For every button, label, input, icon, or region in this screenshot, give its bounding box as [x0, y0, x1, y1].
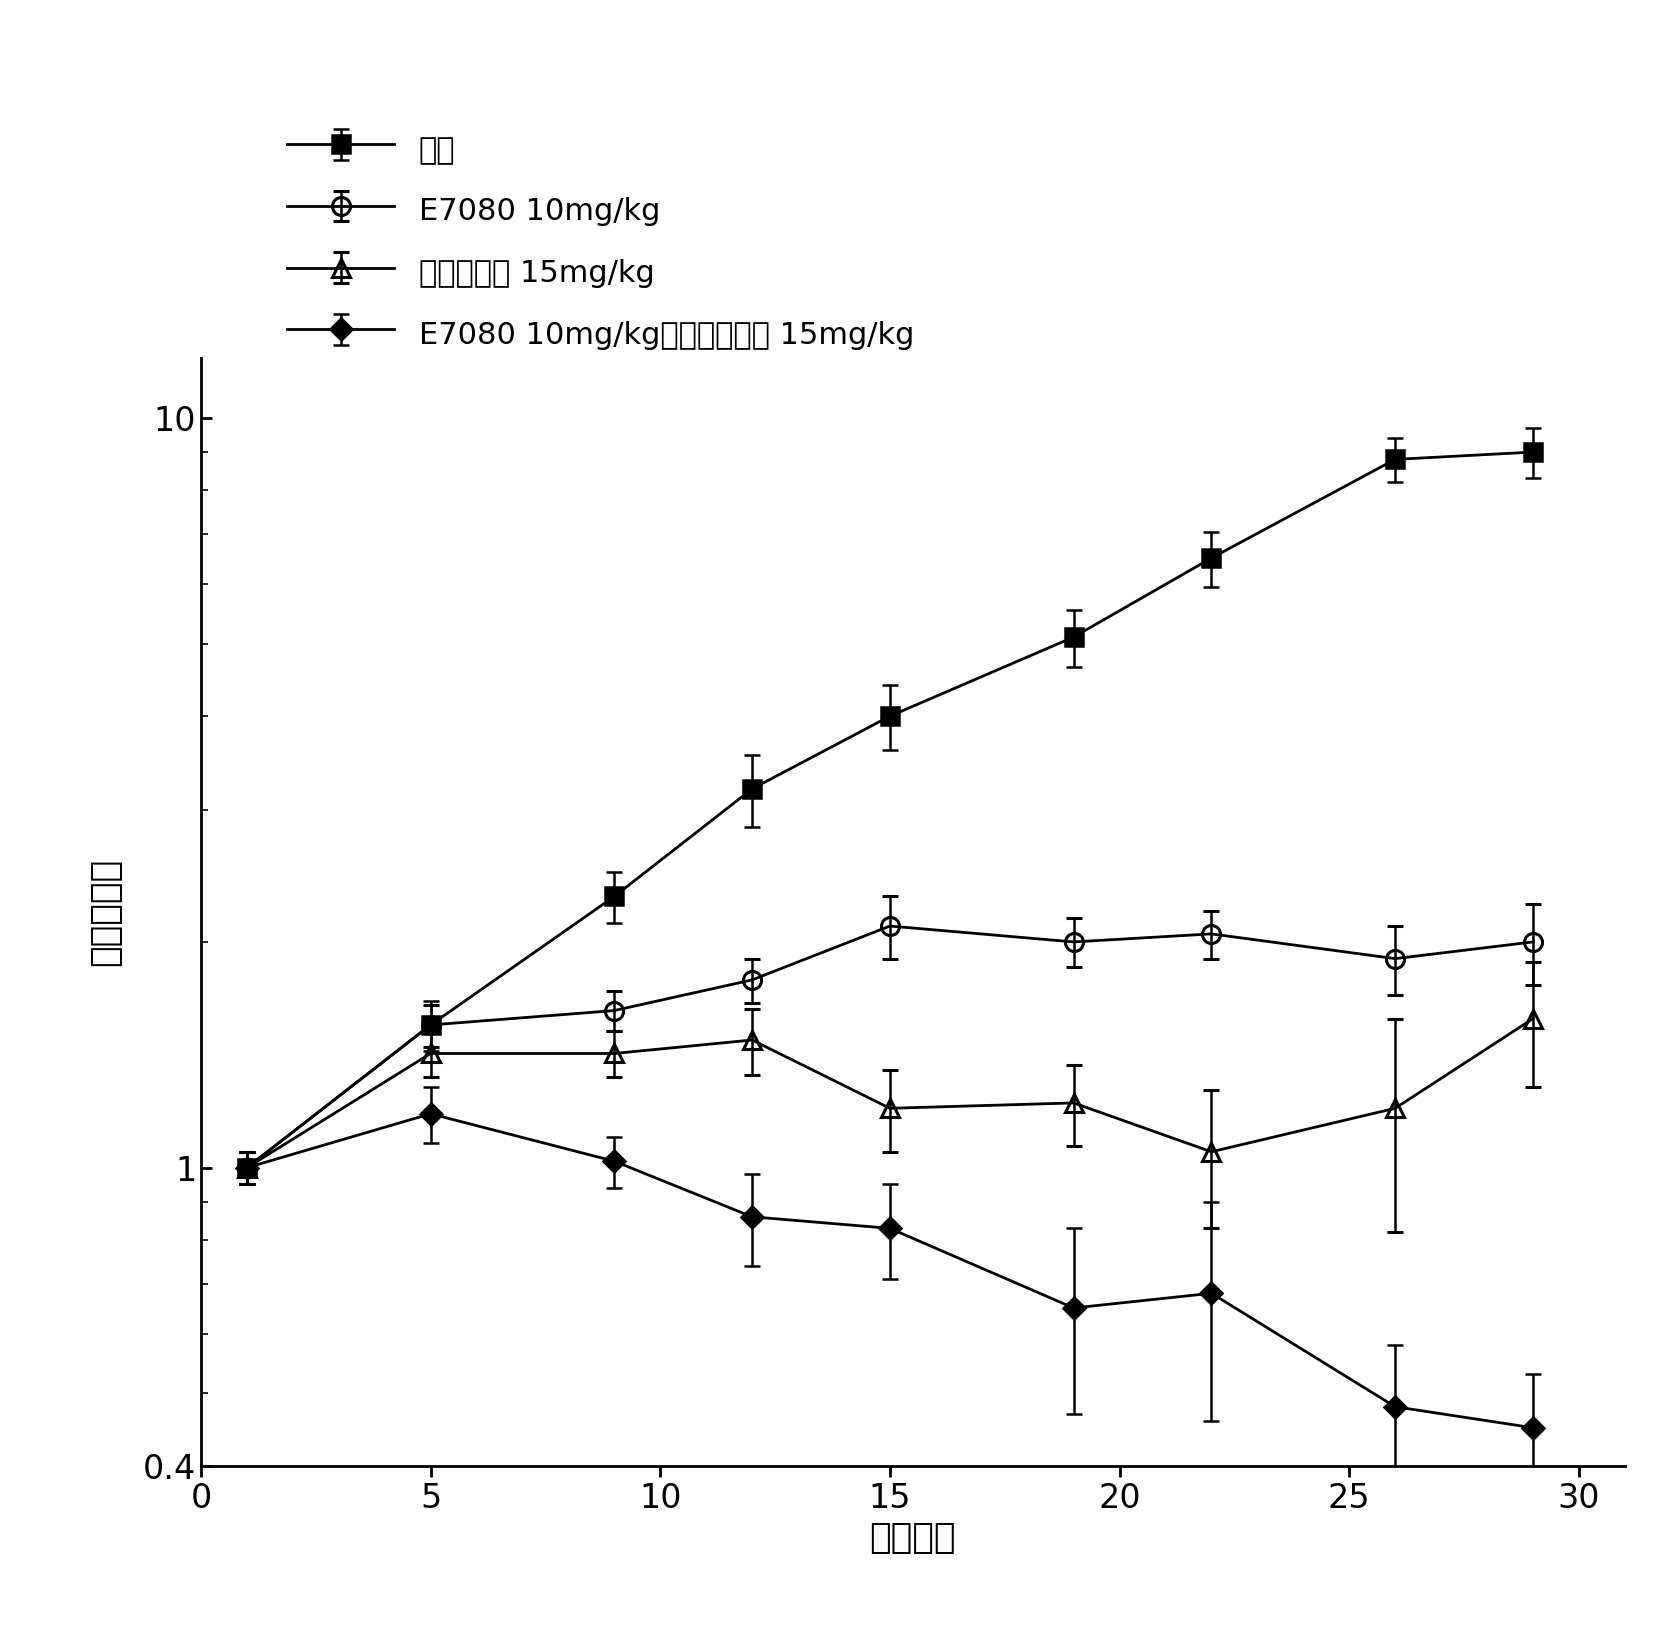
Y-axis label: 比肿瘾体积: 比肿瘾体积: [89, 858, 122, 966]
X-axis label: 施用日数: 施用日数: [869, 1520, 956, 1554]
Legend: 对照, E7080 10mg/kg, 多西紫杉醇 15mg/kg, E7080 10mg/kg＋多西紫杉醇 15mg/kg: 对照, E7080 10mg/kg, 多西紫杉醇 15mg/kg, E7080 …: [288, 130, 915, 352]
